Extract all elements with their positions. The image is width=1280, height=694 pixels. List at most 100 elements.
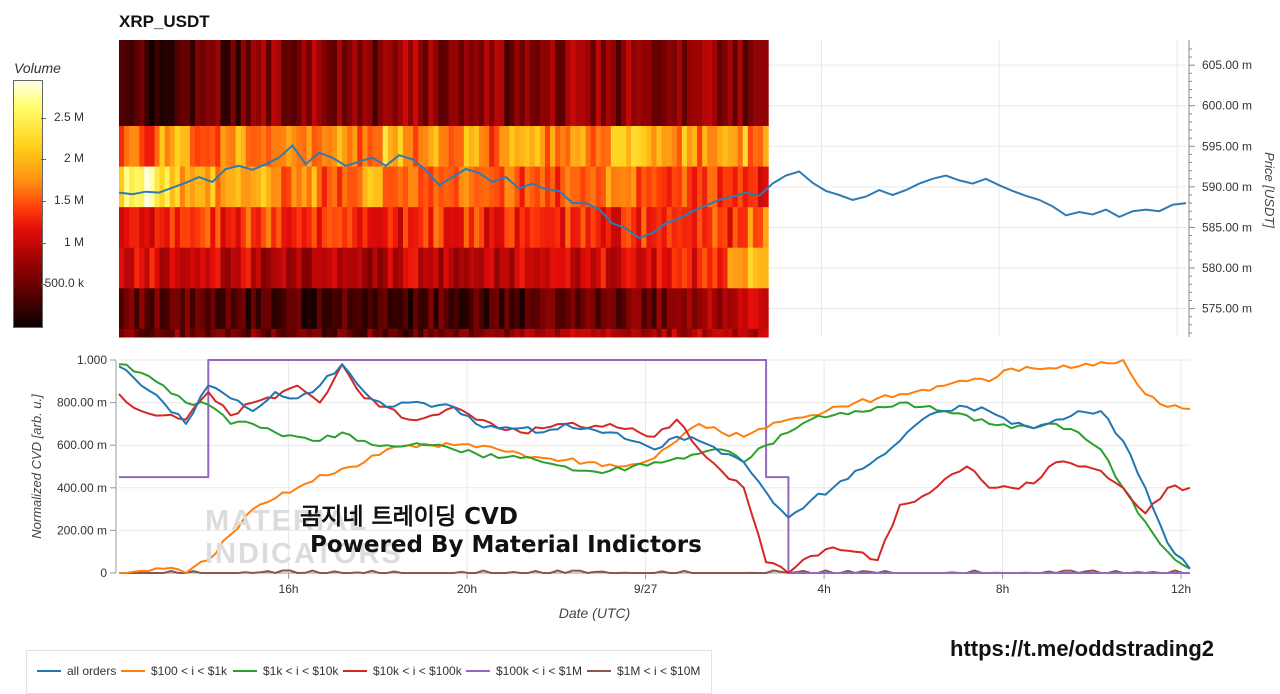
heatmap-cell [575,247,582,289]
series-line-3 [118,363,1191,574]
heatmap-cell [119,328,125,338]
heatmap-cell [240,207,247,249]
heatmap-cell [418,247,424,289]
heatmap-cell [722,288,729,330]
heatmap-cell [159,207,166,249]
heatmap-cell [732,207,739,249]
heatmap-cell [195,207,201,249]
heatmap-cell [382,126,389,168]
heatmap-cell [448,247,455,289]
legend-item[interactable]: $100 < i < $1k [121,664,227,678]
heatmap-cell [387,328,394,338]
heatmap-cell [255,40,262,127]
heatmap-cell [702,166,708,208]
heatmap-cell [372,328,379,338]
heatmap-cell [418,166,424,208]
heatmap-cell [747,40,754,127]
heatmap-cell [524,207,531,249]
legend-item[interactable]: $1k < i < $10k [233,664,338,678]
heatmap-cell [742,288,749,330]
heatmap-cell [610,288,617,330]
legend-item[interactable]: $1M < i < $10M [587,664,700,678]
heatmap-cell [605,328,612,338]
heatmap-cell [707,40,713,127]
heatmap-cell [595,207,602,249]
heatmap-cell [235,288,242,330]
heatmap-cell [134,126,140,168]
heatmap-cell [210,40,216,127]
price-tick-label: 580.00 m [1202,261,1252,275]
heatmap-cell [697,126,703,168]
heatmap-cell [479,247,485,289]
heatmap-cell [763,247,769,289]
heatmap-cell [443,126,450,168]
heatmap-cell [210,126,216,168]
heatmap-cell [225,126,232,168]
y-tick-label: 0 [100,566,107,580]
legend-item[interactable]: $100k < i < $1M [466,664,582,678]
heatmap-cell [240,288,247,330]
heatmap-cell [473,40,480,127]
heatmap-cell [752,328,759,338]
heatmap-cell [271,126,277,168]
legend-label: $1M < i < $10M [617,664,701,678]
heatmap-cell [742,126,749,168]
heatmap-cell [149,40,156,127]
heatmap-cell [266,166,272,208]
heatmap-cell [260,288,267,330]
legend-item[interactable]: $10k < i < $100k [343,664,462,678]
x-axis-label: Date (UTC) [559,605,631,621]
heatmap-cell [473,126,480,168]
heatmap-cell [159,288,166,330]
heatmap-cell [352,126,358,168]
heatmap-cell [600,166,607,208]
heatmap-cell [494,40,500,127]
heatmap-cell [484,207,490,249]
heatmap-cell [514,328,521,338]
heatmap-cell [661,126,668,168]
heatmap-cell [250,247,257,289]
heatmap-cell [565,126,571,168]
heatmap-cell [610,126,617,168]
heatmap-cell [286,40,293,127]
heatmap-cell [534,288,541,330]
heatmap-cell [326,328,333,338]
heatmap-cell [676,166,683,208]
heatmap-cell [443,40,450,127]
heatmap-cell [397,247,404,289]
heatmap-cell [550,288,556,330]
colorbar-title: Volume [14,60,61,76]
heatmap-cell [271,166,277,208]
heatmap-cell [742,207,749,249]
heatmap-cell [174,126,181,168]
heatmap-cell [418,288,424,330]
heatmap-cell [727,207,734,249]
y-tick-label: 800.00 m [57,396,107,410]
heatmap-cell [605,166,612,208]
heatmap-cell [291,207,298,249]
heatmap-cell [560,328,566,338]
heatmap-cell [666,166,673,208]
heatmap-cell [179,40,186,127]
telegram-link[interactable]: https://t.me/oddstrading2 [950,636,1214,661]
heatmap-cell [489,247,495,289]
heatmap-cell [413,288,419,330]
heatmap-cell [250,207,257,249]
heatmap-cell [408,207,414,249]
heatmap-cell [692,207,698,249]
heatmap-cell [154,247,161,289]
heatmap-cell [646,40,653,127]
heatmap-cell [722,166,729,208]
heatmap-cell [473,328,480,338]
heatmap-cell [402,328,409,338]
heatmap-cell [458,328,465,338]
heatmap-cell [352,288,358,330]
heatmap-cell [215,328,222,338]
legend-item[interactable]: all orders [37,664,116,678]
heatmap-cell [433,288,440,330]
heatmap-cell [428,207,435,249]
heatmap-cell [641,126,647,168]
heatmap-cell [347,247,353,289]
heatmap-cell [428,126,435,168]
heatmap-cell [453,40,460,127]
